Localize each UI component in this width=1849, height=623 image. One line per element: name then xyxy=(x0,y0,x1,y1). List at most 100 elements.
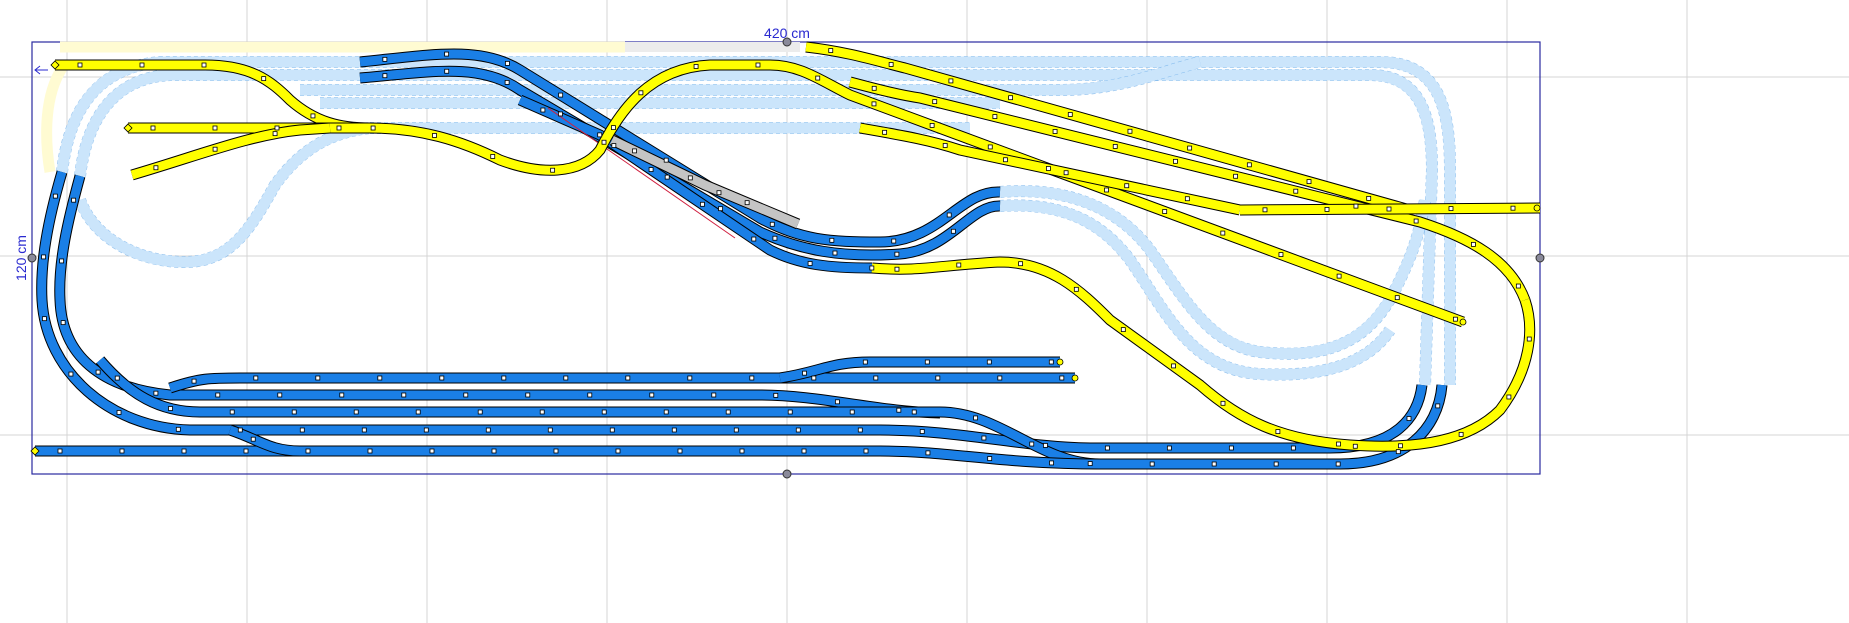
track-helix[interactable] xyxy=(871,257,1535,451)
gray-tracks xyxy=(609,135,801,230)
track-center-marker xyxy=(1211,461,1217,467)
track-center-marker xyxy=(925,450,931,456)
track-center-marker xyxy=(1273,461,1279,467)
hidden-track xyxy=(999,199,1395,381)
track-center-marker xyxy=(1048,359,1054,365)
track-center-marker xyxy=(1471,241,1476,247)
track-center-marker xyxy=(973,415,978,421)
track-center-marker xyxy=(1435,403,1441,409)
track-center-marker xyxy=(370,125,376,131)
resize-handle-icon[interactable] xyxy=(782,37,792,47)
track-center-marker xyxy=(716,190,722,196)
track-center-marker xyxy=(1124,183,1130,189)
track-bottom-line[interactable] xyxy=(35,446,1101,469)
track-center-marker xyxy=(587,392,593,398)
track-center-marker xyxy=(490,154,496,159)
track-outline xyxy=(359,48,1001,248)
track-center-marker xyxy=(1067,112,1073,117)
track-center-marker xyxy=(261,76,267,82)
track-center-marker xyxy=(894,266,900,272)
track-center-marker xyxy=(477,409,483,415)
track-center-marker xyxy=(539,409,545,415)
track-center-marker xyxy=(677,448,683,454)
resize-handle-icon[interactable] xyxy=(1535,253,1545,263)
track-siding[interactable] xyxy=(168,373,1075,393)
track-center-marker xyxy=(795,427,801,433)
hidden-tracks xyxy=(41,41,1456,386)
track-center-marker xyxy=(439,375,445,381)
track-end-diamond-icon xyxy=(50,60,60,70)
track-center-marker xyxy=(175,426,181,432)
track-center-marker xyxy=(250,436,256,442)
track-center-marker xyxy=(615,448,621,454)
track-center-marker xyxy=(444,68,450,74)
track-center-marker xyxy=(1335,461,1341,467)
hidden-track xyxy=(56,56,1456,385)
track-center-marker xyxy=(948,78,954,84)
track-center-marker xyxy=(558,111,563,117)
track-siding[interactable] xyxy=(779,357,1060,383)
track-markers xyxy=(41,48,1532,467)
track-diagonal[interactable] xyxy=(859,123,1241,215)
track-crossover[interactable] xyxy=(228,425,301,456)
resize-handle-icon[interactable] xyxy=(782,469,792,479)
track-center-marker xyxy=(423,427,429,433)
resize-handle-icon[interactable] xyxy=(27,253,37,263)
track-center-marker xyxy=(942,143,948,148)
track-center-marker xyxy=(1162,209,1168,214)
track-center-marker xyxy=(1233,173,1238,179)
track-center-marker xyxy=(664,174,670,180)
track-center-marker xyxy=(1246,162,1252,168)
track-center-marker xyxy=(1336,441,1341,447)
track-center-marker xyxy=(871,101,877,107)
hidden-track xyxy=(74,69,1438,386)
track-center-marker xyxy=(52,193,58,199)
track-center-marker xyxy=(1290,445,1296,451)
track-center-marker xyxy=(1018,261,1023,267)
track-center-marker xyxy=(382,73,388,79)
track-center-marker xyxy=(894,251,900,257)
track-center-marker xyxy=(601,139,607,145)
track-center-marker xyxy=(718,206,723,212)
track-selected[interactable] xyxy=(610,135,800,229)
track-s-curve[interactable] xyxy=(359,49,1001,247)
track-center-marker xyxy=(563,375,569,381)
track-center-marker xyxy=(1043,443,1048,448)
width-dimension-label: 420 cm xyxy=(764,25,810,41)
track-center-marker xyxy=(911,409,917,415)
yellow-tracks xyxy=(55,41,1541,452)
track-center-marker xyxy=(992,114,998,119)
track-inner-loop[interactable] xyxy=(55,174,941,418)
track-center-marker xyxy=(711,392,717,398)
track-center-marker xyxy=(353,409,359,415)
track-center-marker xyxy=(1526,336,1532,342)
track-center-marker xyxy=(153,390,159,396)
track-center-marker xyxy=(432,133,437,138)
track-diagonal[interactable] xyxy=(805,42,1412,215)
track-center-marker xyxy=(299,427,305,433)
track-upper-main[interactable] xyxy=(55,60,1465,327)
track-center-marker xyxy=(772,235,778,241)
track-center-marker xyxy=(1293,188,1299,194)
track-center-marker xyxy=(787,409,793,415)
hidden-track xyxy=(41,65,67,173)
track-center-marker xyxy=(749,375,755,381)
track-center-marker xyxy=(929,123,935,128)
track-center-marker xyxy=(191,378,197,384)
track-end-diamond-icon xyxy=(123,123,133,133)
track-center-marker xyxy=(986,359,992,365)
track-center-marker xyxy=(1386,206,1392,212)
track-center-marker xyxy=(1112,144,1118,149)
track-center-marker xyxy=(1173,158,1178,164)
track-center-marker xyxy=(485,427,491,433)
track-center-marker xyxy=(60,320,66,326)
track-center-marker xyxy=(1275,429,1281,435)
track-center-marker xyxy=(139,62,145,68)
track-center-marker xyxy=(59,258,65,264)
track-center-marker xyxy=(663,157,669,163)
track-center-marker xyxy=(1073,286,1079,292)
track-diagonal[interactable] xyxy=(848,77,1530,302)
track-ramp[interactable] xyxy=(518,95,873,273)
track-end-diamond-icon xyxy=(1533,204,1541,212)
